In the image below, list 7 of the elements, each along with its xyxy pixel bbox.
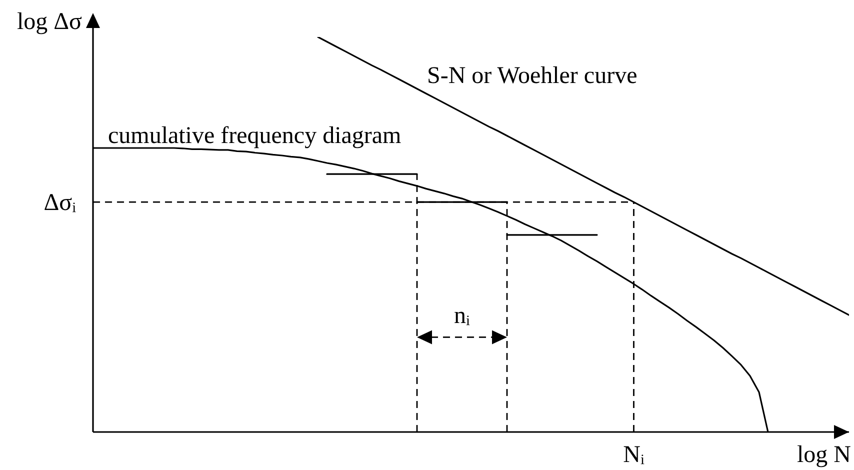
series-label: cumulative frequency diagram (108, 122, 402, 149)
series-label: S-N or Woehler curve (427, 63, 638, 89)
ref-line-label: Δσᵢ (44, 190, 76, 216)
x-axis-title: log N (797, 442, 851, 468)
y-axis-title: log Δσ (16, 9, 82, 35)
text: Nᵢ (623, 442, 644, 468)
annotation: nᵢ (454, 303, 470, 330)
